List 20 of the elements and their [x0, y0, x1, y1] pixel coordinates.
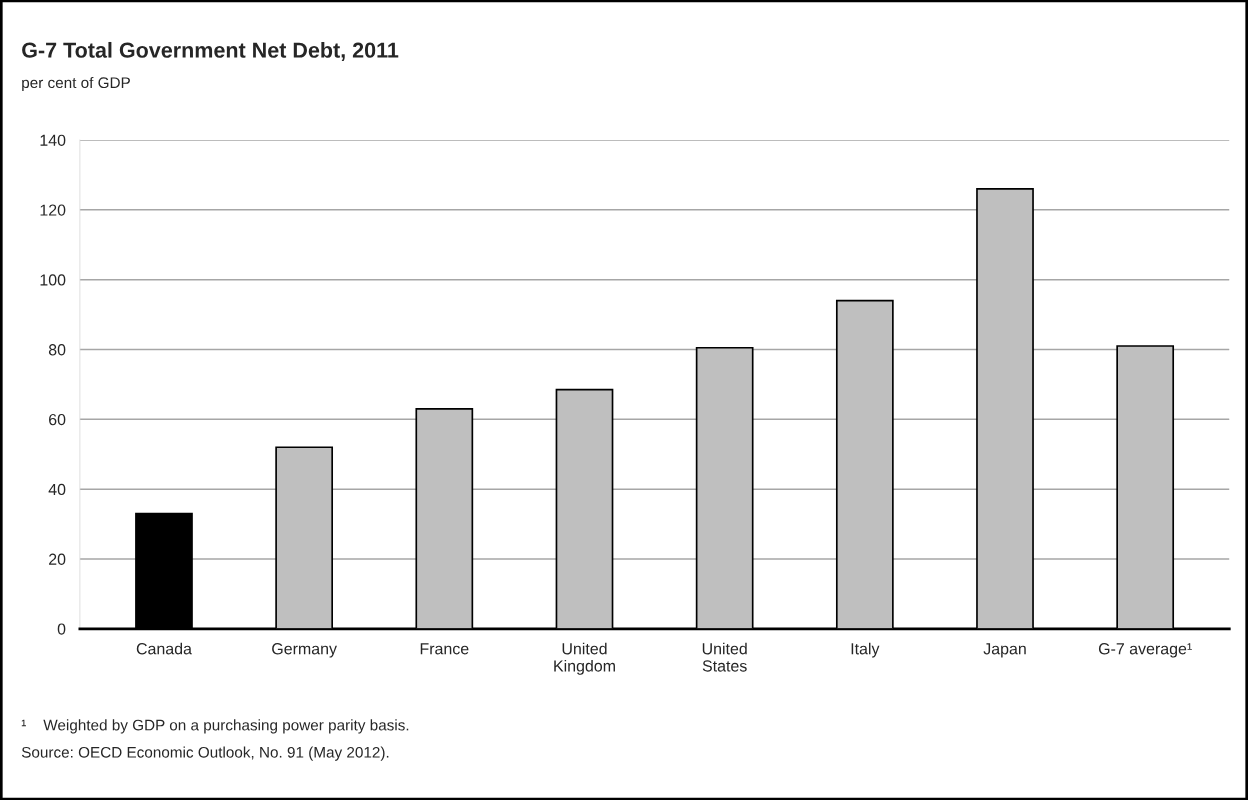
x-tick-label: Italy: [851, 642, 880, 658]
y-tick-label: 20: [49, 553, 66, 565]
x-tick-label: Canada: [136, 642, 192, 655]
y-tick-label: 0: [57, 623, 66, 635]
source-note: Source: OECD Economic Outlook, No. 91 (May 2012).: [21, 746, 389, 761]
x-tick-label: G-7 average¹: [1098, 643, 1192, 658]
y-tick-label: 120: [40, 204, 66, 216]
x-tick-label: United Kingdom: [554, 642, 615, 675]
y-tick-label: 140: [40, 134, 66, 146]
text: ¹ Weighted by GDP on a purchasing power parity basis.: [21, 719, 409, 734]
chart-title: G-7 Total Government Net Debt, 2011: [22, 41, 399, 61]
y-tick-label: 80: [48, 344, 66, 356]
y-axis-title: per cent of GDP: [22, 76, 130, 92]
x-tick-label: Germany: [272, 643, 337, 658]
y-tick-label: 60: [49, 413, 66, 426]
y-tick-label: 40: [48, 483, 66, 496]
x-tick-label: Japan: [983, 643, 1026, 658]
y-tick-label: 100: [40, 274, 66, 286]
x-tick-label: United States: [702, 642, 747, 672]
x-tick-label: France: [420, 643, 469, 655]
